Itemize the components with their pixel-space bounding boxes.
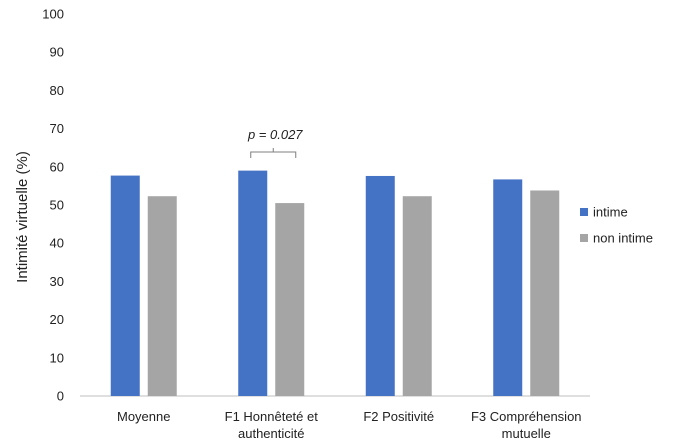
category-label: authenticité [238,426,305,441]
bar [402,196,432,396]
significance-annotation: p = 0.027 [247,127,303,158]
category-label: Moyenne [117,409,170,424]
y-tick-label: 30 [50,274,64,289]
y-tick-label: 0 [57,389,64,404]
y-tick-label: 40 [50,236,64,251]
y-tick-label: 80 [50,83,64,98]
category-label: F3 Compréhension [471,409,582,424]
legend-swatch [580,208,588,216]
y-tick-label: 70 [50,121,64,136]
legend: intime non intime [580,205,653,246]
legend-swatch [580,234,588,242]
y-axis-label: Intimité virtuelle (%) [14,151,31,283]
legend-label: non intime [593,231,653,246]
y-tick-label: 10 [50,350,64,365]
bar [365,175,395,396]
y-tick-label: 60 [50,159,64,174]
category-labels: Moyenne F1 Honnêteté et authenticité F2 Pos… [117,409,582,441]
y-axis-ticks: 0 10 20 30 40 50 60 70 80 90 100 [42,7,64,404]
bar [530,190,560,396]
y-tick-label: 90 [50,45,64,60]
p-value-label: p = 0.027 [247,127,303,142]
legend-label: intime [593,205,628,220]
bar [493,179,523,396]
category-label: F2 Positivité [363,409,434,424]
y-tick-label: 100 [42,7,64,22]
bar [147,196,177,396]
category-label: F1 Honnêteté et [225,409,319,424]
bars [110,170,560,396]
y-tick-label: 50 [50,198,64,213]
y-tick-label: 20 [50,312,64,327]
significance-bracket [250,148,297,158]
bar [110,175,140,396]
bar [275,203,305,396]
bar [238,170,268,396]
category-label: mutuelle [502,426,551,441]
